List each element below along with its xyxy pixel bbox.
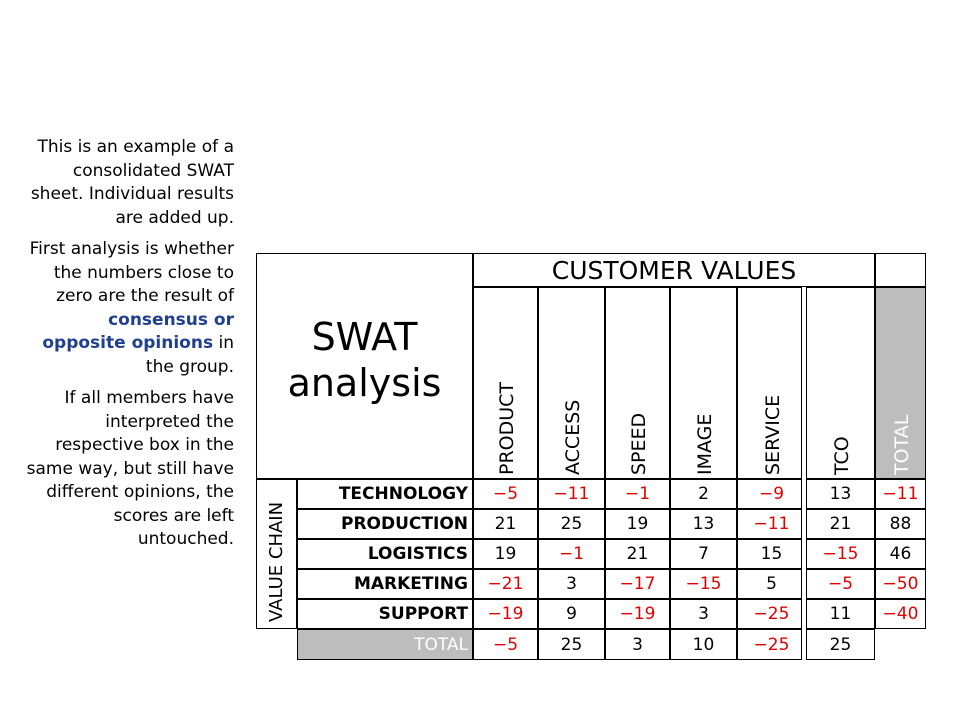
value-cell: 3 <box>670 599 737 629</box>
value-cell: 9 <box>538 599 605 629</box>
value-cell: 25 <box>538 509 605 539</box>
total-value-cell: −25 <box>737 629 806 660</box>
value-cell: −21 <box>473 569 538 599</box>
value-cell: −40 <box>875 599 926 629</box>
value-cell: 21 <box>473 509 538 539</box>
column-header-product: PRODUCT <box>473 287 538 479</box>
value-cell: −15 <box>670 569 737 599</box>
value-cell: 2 <box>670 479 737 509</box>
paragraph-3: If all members have interpreted the resp… <box>26 388 234 549</box>
column-label-total: TOTAL <box>890 414 913 475</box>
value-cell: 15 <box>737 539 806 569</box>
value-chain-cell: VALUE CHAIN <box>256 479 297 629</box>
value-cell: 7 <box>670 539 737 569</box>
paragraph-2-start: First analysis is whether the numbers cl… <box>29 239 234 306</box>
value-cell: −11 <box>875 479 926 509</box>
column-header-speed: SPEED <box>605 287 670 479</box>
column-header-tco: TCO <box>806 287 875 479</box>
value-cell: −19 <box>605 599 670 629</box>
row-label-support: SUPPORT <box>297 599 473 629</box>
value-cell: −5 <box>806 569 875 599</box>
value-cell: −11 <box>538 479 605 509</box>
column-label-product: PRODUCT <box>495 381 518 475</box>
value-cell: −11 <box>737 509 806 539</box>
value-cell: −50 <box>875 569 926 599</box>
row-label-technology: TECHNOLOGY <box>297 479 473 509</box>
value-cell: −17 <box>605 569 670 599</box>
column-label-service: SERVICE <box>761 394 784 475</box>
row-label-production: PRODUCTION <box>297 509 473 539</box>
value-cell: 46 <box>875 539 926 569</box>
value-cell: 3 <box>538 569 605 599</box>
value-cell: 88 <box>875 509 926 539</box>
value-cell: 13 <box>806 479 875 509</box>
total-value-cell: 10 <box>670 629 737 660</box>
column-label-tco: TCO <box>830 436 853 475</box>
column-label-access: ACCESS <box>561 399 584 475</box>
value-cell: 11 <box>806 599 875 629</box>
column-header-access: ACCESS <box>538 287 605 479</box>
value-cell: −1 <box>538 539 605 569</box>
column-header-service: SERVICE <box>737 287 806 479</box>
value-cell: 13 <box>670 509 737 539</box>
paragraph-1: This is an example of a consolidated SWA… <box>30 137 234 228</box>
paragraph-2-end: in the group. <box>145 333 234 377</box>
title-line-2: analysis <box>287 361 442 405</box>
value-cell: −19 <box>473 599 538 629</box>
value-cell: 19 <box>605 509 670 539</box>
row-label-logistics: LOGISTICS <box>297 539 473 569</box>
column-label-speed: SPEED <box>627 412 650 475</box>
value-cell: −1 <box>605 479 670 509</box>
title-cell: SWAT analysis <box>256 253 473 479</box>
customer-values-header: CUSTOMER VALUES <box>473 253 875 287</box>
value-cell: −25 <box>737 599 806 629</box>
value-chain-label: VALUE CHAIN <box>266 501 287 622</box>
total-value-cell: 3 <box>605 629 670 660</box>
total-value-cell: 25 <box>538 629 605 660</box>
column-header-image: IMAGE <box>670 287 737 479</box>
value-cell: −5 <box>473 479 538 509</box>
column-label-image: IMAGE <box>693 413 716 475</box>
explanation-text: This is an example of a consolidated SWA… <box>20 136 234 560</box>
row-label-marketing: MARKETING <box>297 569 473 599</box>
header-blank-cell <box>875 253 926 287</box>
value-cell: −9 <box>737 479 806 509</box>
value-cell: 19 <box>473 539 538 569</box>
column-separator <box>801 287 807 660</box>
total-value-cell: −5 <box>473 629 538 660</box>
total-row-label: TOTAL <box>297 629 473 660</box>
highlight-text: consensus or opposite opinions <box>42 309 234 354</box>
value-cell: 21 <box>605 539 670 569</box>
paragraph-2: First analysis is whether the numbers cl… <box>20 238 234 379</box>
value-cell: −15 <box>806 539 875 569</box>
title-line-1: SWAT <box>311 315 418 359</box>
value-cell: 5 <box>737 569 806 599</box>
total-value-cell: 25 <box>806 629 875 660</box>
value-cell: 21 <box>806 509 875 539</box>
column-header-total: TOTAL <box>875 287 926 479</box>
